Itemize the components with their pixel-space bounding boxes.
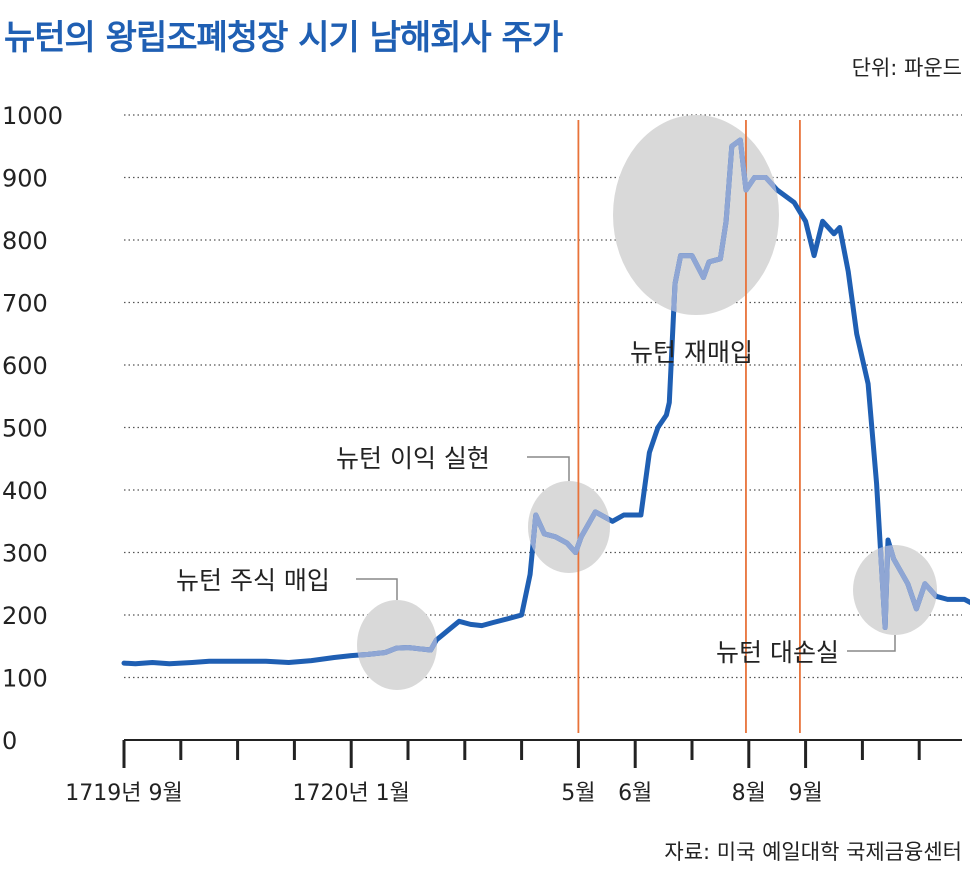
y-tick-label: 1000 (2, 102, 63, 130)
x-tick-label: 1719년 9월 (65, 781, 182, 806)
event-lines (577, 120, 801, 733)
y-axis-ticks: 0 100 200 300 400 500 600 700 800 900 1000 (2, 102, 63, 755)
y-tick-label: 800 (2, 227, 48, 255)
annotation-halo (357, 600, 437, 690)
y-tick-label: 700 (2, 290, 48, 318)
y-tick-label: 600 (2, 352, 48, 380)
annotation-leader (847, 635, 896, 652)
annotation-label: 뉴턴 재매입 (630, 338, 753, 367)
annotation-leader (527, 456, 570, 481)
annotation-halo (613, 115, 779, 315)
x-tick-label: 5월 (561, 781, 595, 806)
annotation-halos (357, 115, 937, 690)
x-tick-label: 8월 (732, 781, 766, 806)
y-tick-label: 200 (2, 602, 48, 630)
grid-lines (124, 114, 962, 679)
unit-label: 단위: 파운드 (851, 56, 962, 80)
x-tick-label: 9월 (788, 781, 822, 806)
annotation-label: 뉴턴 대손실 (716, 638, 839, 667)
source-label: 자료: 미국 예일대학 국제금융센터 (664, 840, 962, 864)
x-axis: 1719년 9월 1720년 1월 5월 6월 8월 9월 (65, 739, 962, 806)
annotation-halo (528, 481, 610, 573)
y-tick-label: 900 (2, 165, 48, 193)
x-tick-label: 6월 (618, 781, 652, 806)
annotation-label: 뉴턴 이익 실현 (336, 444, 490, 473)
annotation-label: 뉴턴 주식 매입 (176, 566, 330, 595)
y-tick-label: 300 (2, 540, 48, 568)
annotation-halo (853, 545, 937, 635)
annotation-leader (356, 578, 398, 600)
y-tick-label: 100 (2, 665, 48, 693)
y-tick-label: 500 (2, 415, 48, 443)
y-tick-label: 400 (2, 477, 48, 505)
chart-title: 뉴턴의 왕립조폐청장 시기 남해회사 주가 (4, 18, 563, 58)
y-tick-label: 0 (2, 727, 17, 755)
x-tick-label: 1720년 1월 (292, 781, 409, 806)
price-series (121, 137, 970, 667)
